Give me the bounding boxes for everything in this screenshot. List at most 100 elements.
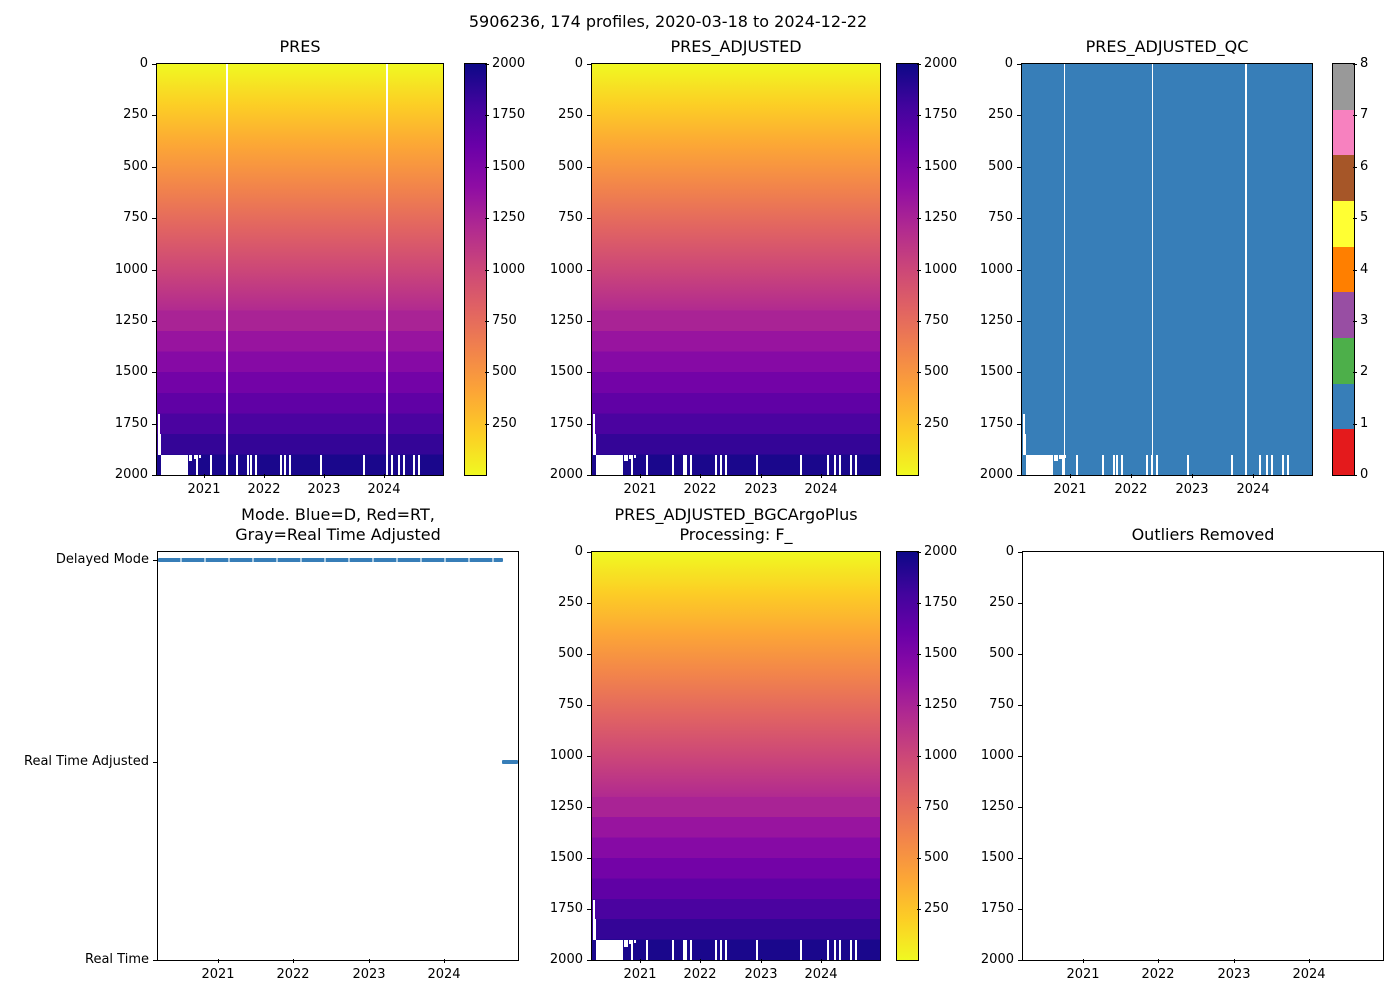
missing-data-notch bbox=[189, 454, 193, 462]
y-tick bbox=[587, 424, 591, 425]
y-tick-label: 250 bbox=[558, 107, 583, 122]
panel-plot-area-pres_adjusted_bgc bbox=[592, 552, 880, 960]
x-tick bbox=[1253, 474, 1254, 478]
panel-plot-area-pres_adjusted bbox=[592, 64, 880, 475]
colorbar-tick bbox=[917, 552, 921, 553]
colorbar-tick bbox=[1353, 270, 1357, 271]
y-tick bbox=[153, 762, 157, 763]
colorbar-tick-label: 1 bbox=[1360, 416, 1369, 431]
colorbar-pres_adjusted bbox=[896, 63, 919, 476]
panel-title-pres_adjusted: PRES_ADJUSTED bbox=[592, 37, 880, 57]
y-tick bbox=[1018, 603, 1022, 604]
colorbar-tick-label: 1250 bbox=[492, 210, 526, 225]
qc-colorbar-segment-2 bbox=[1333, 337, 1354, 384]
panel-title-pres_adjusted_qc: PRES_ADJUSTED_QC bbox=[1022, 37, 1312, 57]
missing-deep-profile-gap bbox=[685, 454, 688, 475]
y-tick-label: 0 bbox=[1005, 544, 1014, 559]
missing-deep-profile-gap bbox=[1146, 454, 1149, 475]
colorbar-tick bbox=[485, 167, 489, 168]
missing-data-notch bbox=[634, 940, 637, 944]
y-tick-label: 1000 bbox=[980, 748, 1014, 763]
missing-deep-data-block bbox=[1026, 454, 1054, 475]
colorbar-tick-label: 750 bbox=[924, 313, 949, 328]
y-tick-label: 1500 bbox=[979, 364, 1013, 379]
colorbar-tick-label: 3 bbox=[1360, 313, 1369, 328]
y-tick-label: 1250 bbox=[114, 313, 148, 328]
colorbar-tick bbox=[917, 909, 921, 910]
missing-deep-profile-gap bbox=[671, 454, 674, 475]
missing-deep-profile-gap bbox=[755, 454, 758, 475]
x-tick bbox=[1234, 959, 1235, 963]
colorbar-tick bbox=[485, 218, 489, 219]
y-tick-label: 1250 bbox=[549, 799, 583, 814]
missing-deep-data-block bbox=[596, 454, 624, 475]
missing-deep-profile-gap bbox=[855, 454, 858, 475]
missing-data-notch bbox=[634, 454, 637, 459]
y-tick bbox=[1017, 372, 1021, 373]
missing-deep-profile-gap bbox=[682, 454, 685, 475]
missing-data-strip bbox=[1023, 433, 1027, 455]
y-tick-label: 2000 bbox=[549, 467, 583, 482]
x-tick-label: 2021 bbox=[1053, 482, 1087, 497]
y-tick bbox=[152, 64, 156, 65]
missing-profile-column bbox=[226, 64, 228, 475]
x-tick-label: 2022 bbox=[683, 967, 717, 982]
y-tick-label: 750 bbox=[558, 210, 583, 225]
y-tick bbox=[152, 270, 156, 271]
panel-title-line: PRES_ADJUSTED bbox=[670, 37, 802, 56]
missing-deep-profile-gap bbox=[645, 454, 648, 475]
y-tick-label: 750 bbox=[123, 210, 148, 225]
y-tick bbox=[152, 475, 156, 476]
y-tick-label: 500 bbox=[558, 646, 583, 661]
colorbar-tick-label: 500 bbox=[924, 850, 949, 865]
panel-title-line: Outliers Removed bbox=[1131, 525, 1275, 544]
x-tick-label: 2023 bbox=[744, 967, 778, 982]
y-tick bbox=[587, 167, 591, 168]
y-tick bbox=[1017, 475, 1021, 476]
x-tick-label: 2022 bbox=[683, 482, 717, 497]
missing-deep-profile-gap bbox=[671, 940, 674, 960]
missing-deep-profile-gap bbox=[690, 940, 693, 960]
colorbar-tick-label: 5 bbox=[1360, 210, 1369, 225]
qc-colorbar-segment-5 bbox=[1333, 200, 1354, 247]
x-tick-label: 2022 bbox=[247, 482, 281, 497]
x-tick-label: 2024 bbox=[1292, 967, 1326, 982]
y-tick bbox=[1017, 424, 1021, 425]
y-tick bbox=[587, 115, 591, 116]
missing-data-notch bbox=[624, 454, 628, 462]
missing-data-notch bbox=[628, 454, 633, 460]
missing-deep-profile-gap bbox=[236, 454, 239, 475]
y-tick-label: 1500 bbox=[114, 364, 148, 379]
y-tick bbox=[587, 960, 591, 961]
y-tick-label: 500 bbox=[988, 159, 1013, 174]
y-tick bbox=[1018, 552, 1022, 553]
panel-title-line: Gray=Real Time Adjusted bbox=[235, 525, 441, 544]
y-tick-label: 2000 bbox=[980, 952, 1014, 967]
x-tick bbox=[640, 474, 641, 478]
x-tick-label: 2023 bbox=[307, 482, 341, 497]
y-tick-label: 1500 bbox=[549, 850, 583, 865]
x-tick bbox=[1309, 959, 1310, 963]
x-tick bbox=[384, 474, 385, 478]
missing-deep-profile-gap bbox=[390, 454, 393, 475]
colorbar-tick-label: 8 bbox=[1360, 56, 1369, 71]
y-tick-label: 2000 bbox=[549, 952, 583, 967]
colorbar-tick bbox=[917, 756, 921, 757]
missing-profile-column bbox=[1245, 64, 1247, 475]
missing-deep-data-block bbox=[161, 454, 188, 475]
colorbar-tick bbox=[917, 218, 921, 219]
colorbar-tick bbox=[1353, 218, 1357, 219]
colorbar-tick-label: 1750 bbox=[492, 107, 526, 122]
missing-deep-profile-gap bbox=[249, 454, 252, 475]
missing-deep-profile-gap bbox=[715, 940, 718, 960]
missing-deep-profile-gap bbox=[720, 940, 723, 960]
colorbar-tick bbox=[1353, 115, 1357, 116]
x-tick bbox=[761, 474, 762, 478]
qc-colorbar-segment-4 bbox=[1333, 246, 1354, 293]
missing-data-notch bbox=[199, 454, 201, 459]
y-tick-label: 750 bbox=[558, 697, 583, 712]
colorbar-tick bbox=[917, 64, 921, 65]
x-tick-label: 2024 bbox=[1236, 482, 1270, 497]
x-tick-label: 2021 bbox=[623, 482, 657, 497]
x-tick-label: 2023 bbox=[1175, 482, 1209, 497]
